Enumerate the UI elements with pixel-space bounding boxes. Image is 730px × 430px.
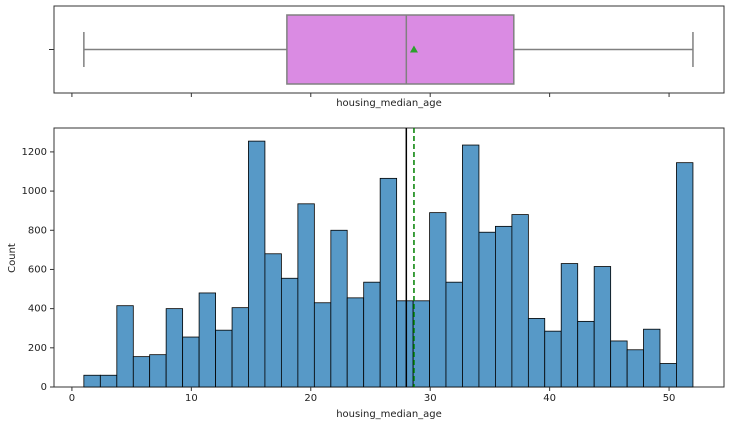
bar (396, 300, 414, 388)
bar (478, 231, 496, 388)
y-tick-label: 1200 (22, 147, 47, 158)
bar (231, 307, 249, 388)
bar (462, 144, 480, 388)
bar (527, 318, 546, 388)
bar (280, 277, 299, 388)
bar (346, 297, 365, 388)
bar (626, 349, 644, 388)
bar (610, 340, 628, 388)
bar (132, 356, 151, 388)
y-label: Count (7, 243, 18, 273)
y-tick-label: 200 (28, 343, 47, 354)
mean-marker (409, 45, 418, 53)
bar (165, 308, 184, 388)
x-tick-label: 0 (69, 393, 75, 404)
bar (264, 253, 282, 388)
bar (676, 162, 694, 388)
bar (412, 300, 431, 388)
bar (83, 374, 101, 388)
bar (198, 292, 216, 388)
bar (379, 177, 398, 388)
bar (330, 229, 348, 388)
y-tick-label: 600 (28, 264, 47, 275)
y-tick-label: 1000 (22, 186, 47, 197)
x-tick-label: 30 (424, 393, 437, 404)
bar (445, 281, 463, 388)
bar (577, 320, 595, 388)
bar (643, 328, 661, 388)
bar (149, 354, 167, 388)
bar (99, 374, 118, 388)
y-tick-label: 800 (28, 225, 47, 236)
x-label: housing_median_age (336, 409, 442, 420)
bar (313, 302, 332, 388)
bar (429, 212, 447, 388)
bar (116, 305, 134, 388)
bar (511, 214, 529, 388)
bar (215, 329, 233, 388)
y-tick-label: 0 (41, 382, 47, 393)
x-label: housing_median_age (336, 98, 442, 109)
x-tick-label: 20 (304, 393, 317, 404)
y-tick-label: 400 (28, 304, 47, 315)
x-tick-label: 10 (185, 393, 198, 404)
bar (593, 266, 612, 388)
x-tick-label: 40 (543, 393, 556, 404)
bar (182, 336, 200, 388)
box (286, 14, 515, 85)
x-tick-label: 50 (663, 393, 676, 404)
bar (659, 363, 677, 388)
bar (560, 263, 579, 388)
bar (363, 281, 381, 388)
bar (248, 140, 266, 388)
bar (297, 203, 315, 388)
bar (544, 330, 562, 388)
bar (495, 225, 513, 388)
